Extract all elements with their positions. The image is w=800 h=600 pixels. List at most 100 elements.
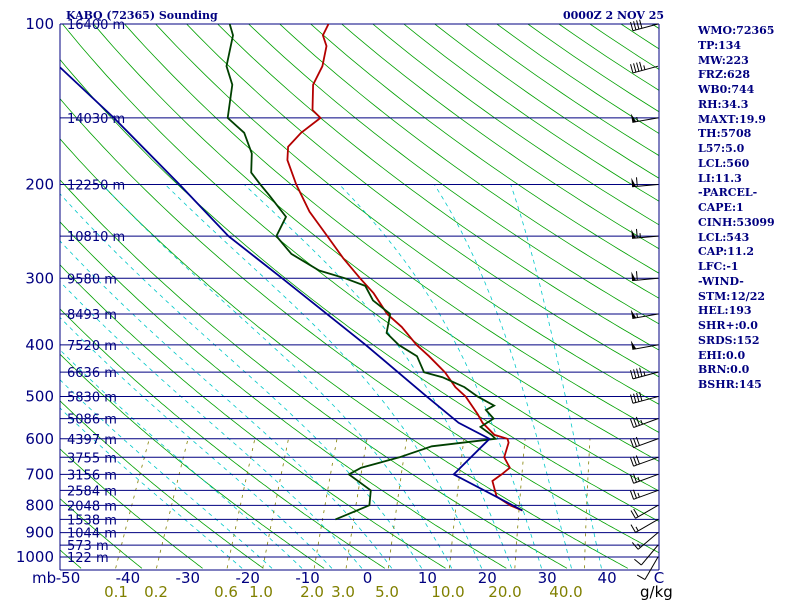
index-line: STM:12/22 bbox=[698, 289, 765, 303]
wind-barb-feather bbox=[630, 439, 635, 448]
dry-adiabat bbox=[60, 308, 386, 569]
wind-barb-shaft bbox=[640, 544, 659, 566]
wind-barb-feather bbox=[633, 369, 637, 379]
mixing-ratio-line bbox=[313, 438, 338, 569]
temperature-tick-label: -50 bbox=[56, 569, 81, 587]
wind-barb-feather bbox=[639, 61, 643, 71]
dry-adiabat bbox=[60, 498, 143, 569]
isobar-lines bbox=[59, 23, 660, 571]
wind-barb-feather bbox=[635, 436, 640, 446]
dry-adiabat bbox=[60, 400, 264, 569]
height-tick-label: 9580 m bbox=[67, 272, 117, 287]
index-line: TH:5708 bbox=[698, 127, 752, 141]
wind-barb-flag bbox=[630, 340, 637, 350]
wind-barb-feather bbox=[632, 473, 637, 483]
height-tick-label: 8493 m bbox=[67, 308, 117, 323]
wind-barb-shaft bbox=[637, 532, 659, 550]
mixing-ratio-tick-label: 10.0 bbox=[431, 583, 464, 600]
wind-barb-feather bbox=[639, 367, 643, 377]
wind-barb-feather bbox=[630, 524, 636, 533]
mixing-ratio-line bbox=[584, 438, 591, 569]
height-tick-label: 2048 m bbox=[67, 499, 117, 514]
temperature-line bbox=[286, 24, 523, 512]
moist-adiabat bbox=[101, 184, 453, 569]
station-title: KABQ (72365) Sounding bbox=[66, 9, 218, 22]
wind-barb-shaft bbox=[633, 473, 659, 484]
index-line: CAPE:1 bbox=[698, 201, 744, 214]
wind-barb-feather bbox=[630, 490, 635, 500]
height-tick-label: 12250 m bbox=[67, 178, 125, 193]
wind-barb bbox=[630, 61, 659, 74]
dry-adiabat bbox=[60, 98, 659, 554]
wind-barb-feather bbox=[633, 508, 639, 518]
moist-adiabat bbox=[510, 184, 602, 569]
wind-barb-feather bbox=[636, 574, 646, 580]
mixing-ratio-line bbox=[387, 438, 408, 569]
temperature-tick-label: 10 bbox=[418, 569, 437, 587]
wind-barb-shaft bbox=[633, 418, 659, 428]
wind-barb bbox=[630, 19, 659, 32]
index-line: LI:11.3 bbox=[698, 171, 742, 185]
dry-adiabat bbox=[62, 24, 659, 492]
mixing-ratio-tick-label: 40.0 bbox=[549, 583, 582, 600]
wind-barb-shaft bbox=[632, 396, 659, 404]
wind-barb-feather bbox=[632, 437, 637, 447]
temperature-tick-label: 40 bbox=[598, 569, 617, 587]
wind-barb-shaft bbox=[632, 371, 659, 380]
index-line: RH:34.3 bbox=[698, 97, 749, 111]
dry-adiabat bbox=[60, 448, 203, 569]
wind-barb-feather bbox=[636, 392, 640, 402]
dry-adiabat bbox=[155, 24, 659, 405]
moist-adiabat bbox=[60, 193, 423, 569]
wind-barb bbox=[630, 504, 659, 519]
mixing-ratio-tick-label: 20.0 bbox=[488, 583, 521, 600]
moist-adiabat bbox=[433, 184, 572, 569]
height-tick-label: 1044 m bbox=[67, 527, 117, 542]
mixing-ratio-line bbox=[115, 438, 150, 569]
dry-adiabat bbox=[60, 264, 446, 569]
index-line: SRDS:152 bbox=[698, 333, 760, 347]
index-line: CINH:53099 bbox=[698, 215, 775, 229]
height-tick-label: 7520 m bbox=[67, 339, 117, 354]
mixing-ratio-line bbox=[226, 438, 256, 569]
temperature-tick-label: 0 bbox=[363, 569, 373, 587]
pressure-tick-label: 200 bbox=[25, 175, 54, 193]
wind-barb bbox=[630, 518, 659, 533]
pressure-tick-label: 100 bbox=[25, 15, 54, 33]
wind-barb-flag bbox=[631, 229, 636, 239]
wind-barb-half-feather bbox=[636, 116, 639, 122]
height-tick-label: 14030 m bbox=[67, 112, 125, 127]
index-line: TP:134 bbox=[698, 38, 742, 52]
wind-barb-half-feather bbox=[643, 65, 646, 70]
index-line: LFC:-1 bbox=[698, 260, 739, 273]
wind-barb-feather bbox=[630, 394, 634, 404]
height-tick-label: 3156 m bbox=[67, 468, 117, 483]
mixing-ratio-tick-label: 1.0 bbox=[249, 583, 273, 600]
wind-barb-feather bbox=[633, 393, 637, 403]
wind-barb bbox=[630, 392, 659, 404]
index-line: LCL:543 bbox=[698, 230, 750, 244]
wind-barb-feather bbox=[634, 558, 642, 566]
dry-adiabat bbox=[279, 24, 659, 299]
wind-barb bbox=[636, 556, 659, 580]
mixing-ratio-line bbox=[262, 438, 289, 569]
wind-barb-flag bbox=[631, 271, 636, 281]
wind-barb-feather bbox=[635, 271, 638, 281]
profile-lines bbox=[60, 24, 523, 521]
wind-barb-shaft bbox=[632, 235, 659, 239]
wind-barb-flag bbox=[630, 113, 637, 123]
wind-barbs bbox=[630, 19, 659, 580]
wind-barb bbox=[630, 489, 659, 500]
wind-barb-feather bbox=[630, 370, 634, 380]
wind-barb-feather bbox=[639, 19, 643, 29]
wind-barb-feather bbox=[632, 489, 637, 499]
wind-barb-flag bbox=[630, 309, 637, 319]
height-tick-label: 3755 m bbox=[67, 451, 117, 466]
wind-barb-shaft bbox=[632, 183, 659, 188]
index-line: BSHR:145 bbox=[698, 378, 762, 391]
index-line: SHR+:0.0 bbox=[698, 319, 758, 332]
wind-barb-feather bbox=[636, 368, 640, 378]
wind-barb-feather bbox=[630, 418, 635, 428]
mixing-ratio-tick-label: 0.1 bbox=[104, 583, 128, 600]
wind-barb-feather bbox=[633, 63, 637, 73]
